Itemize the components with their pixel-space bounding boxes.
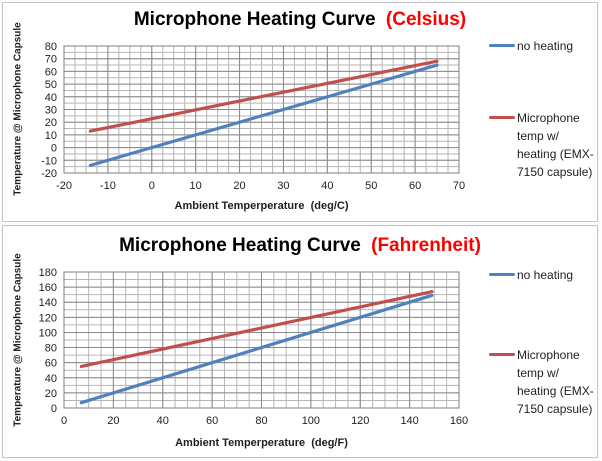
y-tick-label: 180 [39, 267, 57, 279]
legend-line-heated-icon [489, 116, 515, 119]
chart-panel-celsius: -20 -10 0 10 20 30 40 50 60 70 -20 -10 0 10 20 30 40 50 60… [2, 2, 598, 222]
series-line-heated [88, 59, 439, 133]
x-tick-label: 60 [409, 180, 421, 192]
series-line-no-heating [79, 293, 434, 405]
y-tick-label: 140 [39, 297, 57, 309]
series-line-heated [79, 290, 434, 369]
x-axis-title-fahrenheit: Ambient Temperperature (deg/F) [175, 437, 348, 449]
y-tick-label: 100 [39, 327, 57, 339]
x-tick-label: 20 [233, 180, 245, 192]
y-tick-label: 10 [45, 130, 57, 142]
x-tick-label: -10 [100, 180, 116, 192]
chart-title-text: Microphone Heating Curve [133, 9, 376, 30]
x-tick-label: 80 [255, 415, 267, 427]
legend-line-no-heating-icon [489, 44, 515, 47]
legend-item-heated: Microphone temp w/ heating (EMX-7150 cap… [489, 346, 595, 418]
plot-border [63, 271, 460, 409]
y-tick-label: 0 [51, 403, 57, 415]
legend-label: Microphone temp w/ heating (EMX-7150 cap… [517, 348, 594, 416]
plot-border [63, 45, 460, 174]
y-tick-label: 120 [39, 312, 57, 324]
y-tick-label: 20 [45, 388, 57, 400]
y-tick-label: 50 [45, 79, 57, 91]
y-tick-label: 60 [45, 358, 57, 370]
y-tick-label: 40 [45, 373, 57, 385]
chart-panel-fahrenheit: 0 20 40 60 80 100 120 140 160 0 20 40 60 80 100 120 140 1… [2, 225, 598, 458]
x-tick-label: 10 [190, 180, 202, 192]
legend-celsius: no heating Microphone temp w/ heating (E… [489, 3, 597, 221]
x-tick-label: 70 [453, 180, 465, 192]
legend-item-heated: Microphone temp w/ heating (EMX-7150 cap… [489, 109, 595, 181]
chart-title-text: Microphone Heating Curve [119, 235, 361, 256]
x-tick-label: 0 [149, 180, 155, 192]
legend-item-no-heating: no heating [489, 266, 595, 284]
x-tick-label: 30 [277, 180, 289, 192]
series-line-no-heating [88, 63, 439, 167]
x-tick-label: 160 [450, 415, 468, 427]
chart-title-celsius: Microphone Heating Curve (Celsius) [3, 9, 597, 31]
legend-line-no-heating-icon [489, 273, 515, 276]
celsius-plot-area: -20 -10 0 10 20 30 40 50 60 70-20-100102030405060… [41, 41, 465, 192]
x-tick-label: 140 [400, 415, 418, 427]
x-tick-label: -20 [56, 180, 72, 192]
x-tick-label: 100 [302, 415, 320, 427]
chart-title-unit: (Fahrenheit) [371, 235, 481, 256]
y-tick-label: 80 [45, 343, 57, 355]
y-tick-label: 60 [45, 66, 57, 78]
y-tick-label: 0 [51, 143, 57, 155]
legend-label: no heating [517, 39, 574, 53]
legend-fahrenheit: no heating Microphone temp w/ heating (E… [489, 226, 597, 457]
legend-label: Microphone temp w/ heating (EMX-7150 cap… [517, 111, 594, 179]
x-tick-label: 40 [157, 415, 169, 427]
x-tick-label: 50 [365, 180, 377, 192]
y-tick-label: -20 [41, 168, 57, 180]
x-tick-label: 40 [321, 180, 333, 192]
x-axis-title-celsius: Ambient Temperperature (deg/C) [174, 200, 349, 212]
legend-item-no-heating: no heating [489, 37, 595, 55]
x-tick-label: 60 [206, 415, 218, 427]
y-tick-label: 160 [39, 282, 57, 294]
legend-label: no heating [517, 268, 574, 282]
y-tick-label: -10 [41, 155, 57, 167]
y-tick-label: 40 [45, 92, 57, 104]
x-tick-label: 120 [351, 415, 369, 427]
legend-line-heated-icon [489, 353, 515, 356]
y-tick-label: 70 [45, 54, 57, 66]
chart-title-fahrenheit: Microphone Heating Curve (Fahrenheit) [3, 235, 597, 257]
chart-title-unit: (Celsius) [385, 9, 467, 30]
x-tick-label: 20 [107, 415, 119, 427]
y-tick-label: 20 [45, 117, 57, 129]
x-tick-label: 0 [61, 415, 67, 427]
fahrenheit-plot-area: 0 20 40 60 80 100 120 140 160 0 20 40 60 80 100 120 140 1… [39, 267, 469, 427]
y-tick-label: 30 [45, 105, 57, 117]
y-tick-label: 80 [45, 41, 57, 53]
